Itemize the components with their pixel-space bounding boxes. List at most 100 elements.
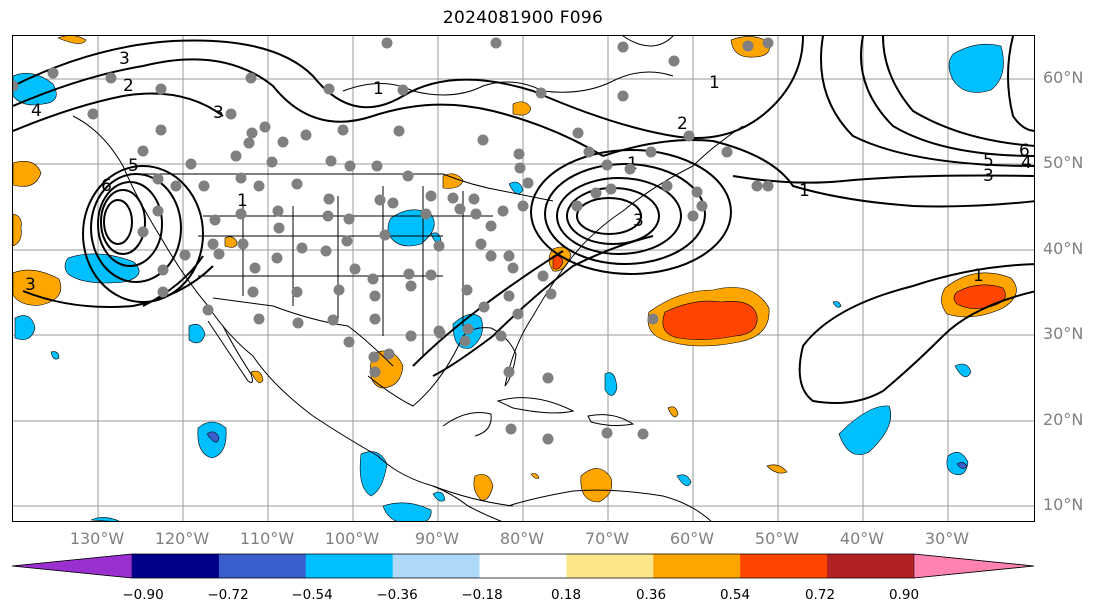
station-marker xyxy=(225,108,237,120)
station-marker xyxy=(273,222,285,234)
sky-blue-patch xyxy=(50,351,60,360)
contour-west-low-2 xyxy=(90,173,182,283)
station-marker xyxy=(367,273,379,285)
station-marker xyxy=(645,146,657,158)
station-marker xyxy=(137,145,149,157)
station-marker xyxy=(337,124,349,136)
sky-blue-patch xyxy=(832,301,842,308)
station-marker xyxy=(198,180,210,192)
station-marker xyxy=(478,301,490,313)
station-marker xyxy=(105,72,117,84)
station-marker xyxy=(513,148,525,160)
station-marker xyxy=(462,323,474,335)
station-marker xyxy=(542,433,554,445)
lon-label: 30°W xyxy=(924,529,970,548)
station-marker xyxy=(323,83,335,95)
station-marker xyxy=(542,372,554,384)
contour-line-2 xyxy=(13,58,604,157)
contour-label: 1 xyxy=(709,73,720,93)
lon-label: 40°W xyxy=(839,529,885,548)
station-marker xyxy=(661,180,673,192)
colorbar-segments xyxy=(12,553,1035,579)
station-marker xyxy=(155,83,167,95)
station-marker xyxy=(209,214,221,226)
station-marker xyxy=(47,67,59,79)
sky-blue-patch xyxy=(948,43,1004,93)
lon-label: 70°W xyxy=(584,529,630,548)
contour-line-14 xyxy=(142,255,204,307)
contour-line-5 xyxy=(820,36,1034,167)
contour-label: 6 xyxy=(1019,141,1030,161)
contour-line-9 xyxy=(732,174,1034,184)
south-america-coast xyxy=(507,489,712,521)
station-marker xyxy=(495,330,507,342)
station-marker xyxy=(485,220,497,232)
orange-patch xyxy=(473,474,494,501)
colorbar-extend-min xyxy=(12,553,133,579)
lat-label: 20°N xyxy=(1043,410,1084,429)
station-marker xyxy=(157,286,169,298)
station-marker xyxy=(371,160,383,172)
station-marker xyxy=(397,84,409,96)
station-marker xyxy=(459,335,471,347)
station-marker xyxy=(374,194,386,206)
station-marker xyxy=(87,108,99,120)
colorbar-segment xyxy=(653,554,741,578)
lat-label: 40°N xyxy=(1043,239,1084,258)
station-marker xyxy=(433,240,445,252)
atlantic-coast xyxy=(504,125,744,387)
colorbar-outline xyxy=(12,553,1035,579)
colorbar-segment xyxy=(132,554,220,578)
station-marker xyxy=(402,170,414,182)
station-marker xyxy=(152,173,164,185)
station-marker xyxy=(272,205,284,217)
station-marker xyxy=(425,190,437,202)
lon-label: 50°W xyxy=(754,529,800,548)
station-marker xyxy=(393,125,405,137)
station-marker xyxy=(503,366,515,378)
contour-line-10 xyxy=(798,263,1034,404)
station-marker xyxy=(291,178,303,190)
contour-west-low-5 xyxy=(103,199,133,245)
station-marker xyxy=(535,87,547,99)
orange-patch xyxy=(530,473,540,479)
colorbar xyxy=(12,553,1035,579)
station-marker xyxy=(230,150,242,162)
station-marker xyxy=(517,200,529,212)
station-marker xyxy=(369,313,381,325)
station-marker xyxy=(207,238,219,250)
contour-line-11 xyxy=(22,265,214,308)
sky-blue-patch xyxy=(676,474,692,487)
station-marker xyxy=(468,193,480,205)
contour-east-low-1 xyxy=(530,149,732,275)
station-marker xyxy=(721,146,733,158)
station-marker xyxy=(617,90,629,102)
colorbar-extend-max xyxy=(913,553,1035,579)
station-marker xyxy=(485,250,497,262)
station-marker xyxy=(522,177,534,189)
station-marker xyxy=(637,428,649,440)
station-marker xyxy=(601,159,613,171)
station-marker xyxy=(668,55,680,67)
contour-line-8 xyxy=(1007,36,1034,132)
orange-patch xyxy=(580,468,613,503)
shaded-anomalies xyxy=(13,36,1017,521)
contour-label: 1 xyxy=(973,266,984,286)
station-marker xyxy=(155,124,167,136)
colorbar-segment xyxy=(218,554,307,578)
station-marker xyxy=(420,208,432,220)
contour-label: 4 xyxy=(31,101,42,121)
contour-lines xyxy=(13,36,1034,404)
station-marker xyxy=(247,286,259,298)
station-marker xyxy=(454,203,466,215)
central-america xyxy=(432,485,502,521)
station-marker xyxy=(344,160,356,172)
map-canvas: 3 2 1 4 3 5 6 1 2 1 3 1 6 5 4 3 1 3 1 xyxy=(13,36,1034,521)
station-marker xyxy=(514,162,526,174)
contour-label: 1 xyxy=(627,154,638,174)
station-marker xyxy=(277,136,289,148)
orange-patch xyxy=(57,36,87,44)
contour-east-low-3 xyxy=(556,177,682,255)
station-marker xyxy=(253,180,265,192)
station-marker xyxy=(762,180,774,192)
